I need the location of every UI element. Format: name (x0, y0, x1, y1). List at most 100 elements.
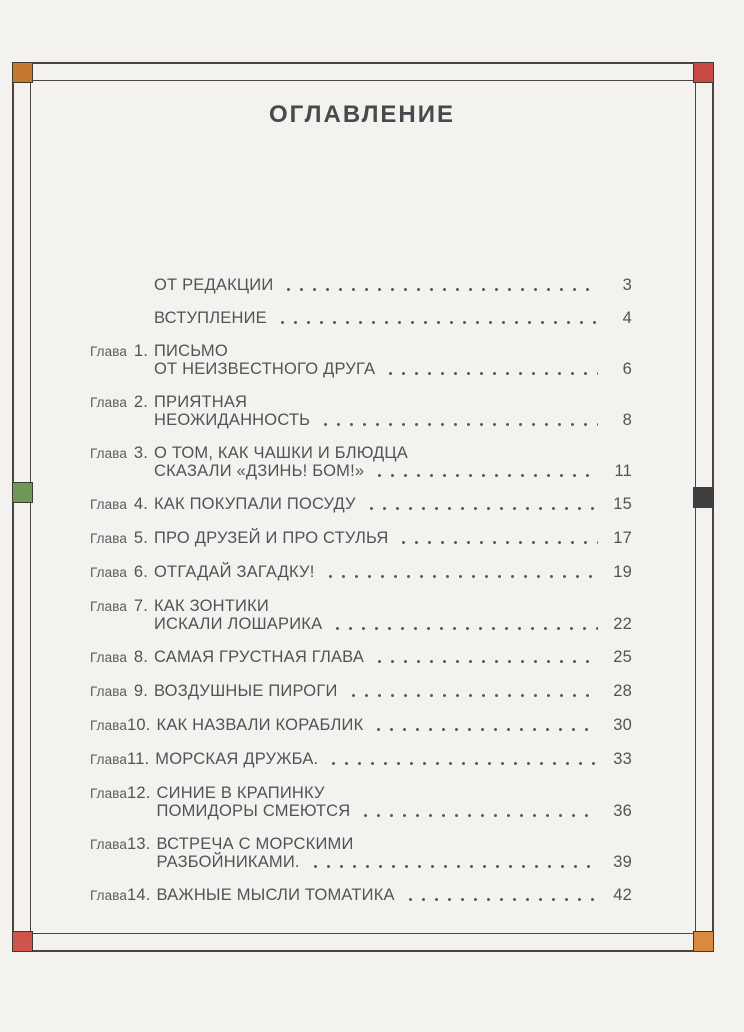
chapter-label-column: Глава 7. (90, 597, 154, 616)
page-number: 15 (613, 495, 632, 513)
chapter-label-column: Глава 13. (90, 835, 157, 854)
chapter-title-column: ПРИЯТНАЯ НЕОЖИДАННОСТЬ 8 (154, 393, 632, 429)
toc-entry: Глава 1. ПИСЬМО ОТ НЕИЗВЕСТНОГО ДРУГА 6 (90, 342, 632, 378)
page-number: 33 (613, 750, 632, 768)
outer-frame (12, 62, 714, 952)
chapter-title-column: О ТОМ, КАК ЧАШКИ И БЛЮДЦА СКАЗАЛИ «ДЗИНЬ… (154, 444, 632, 480)
toc-entry: Глава 14. ВАЖНЫЕ МЫСЛИ ТОМАТИКА 42 (90, 886, 632, 905)
chapter-title-line: СКАЗАЛИ «ДЗИНЬ! БОМ!» (154, 462, 365, 480)
toc-entry: Глава 10. КАК НАЗВАЛИ КОРАБЛИК 30 (90, 716, 632, 735)
toc-entry: Глава 13. ВСТРЕЧА С МОРСКИМИ РАЗБОЙНИКАМ… (90, 835, 632, 871)
chapter-label-column: Глава 1. (90, 342, 154, 361)
corner-square-middle-right (693, 487, 714, 508)
chapter-label-column: Глава 14. (90, 886, 157, 905)
chapter-number: 1. (133, 342, 148, 360)
dot-leader (346, 694, 598, 697)
toc-entry: Глава 7. КАК ЗОНТИКИ ИСКАЛИ ЛОШАРИКА 22 (90, 597, 632, 633)
page-number: 11 (614, 462, 632, 480)
page-number: 39 (613, 853, 632, 871)
chapter-label-column: Глава 10. (90, 716, 157, 735)
chapter-number: 7. (133, 597, 148, 615)
chapter-word: Глава (90, 344, 127, 359)
page-number: 42 (613, 886, 632, 904)
chapter-title-column: ВОЗДУШНЫЕ ПИРОГИ 28 (154, 682, 632, 700)
toc-entry: ВСТУПЛЕНИЕ 4 (90, 309, 632, 327)
chapter-title-line: О ТОМ, КАК ЧАШКИ И БЛЮДЦА (154, 444, 408, 462)
chapter-label-column: Глава 5. (90, 529, 154, 548)
chapter-title-line: ПИСЬМО (154, 342, 228, 360)
page-number: 17 (613, 529, 632, 547)
chapter-title-line: ВАЖНЫЕ МЫСЛИ ТОМАТИКА (156, 886, 395, 904)
chapter-label-column: Глава 8. (90, 648, 154, 667)
chapter-word: Глава (90, 684, 127, 699)
dot-leader (331, 627, 598, 630)
page-number: 4 (622, 309, 632, 327)
chapter-word: Глава (90, 395, 127, 410)
chapter-title-line: ПРО ДРУЗЕЙ И ПРО СТУЛЬЯ (154, 529, 389, 547)
chapter-number: 13. (126, 835, 151, 853)
chapter-title-line: ОТ НЕИЗВЕСТНОГО ДРУГА (154, 360, 376, 378)
chapter-title-column: ОТ РЕДАКЦИИ 3 (154, 276, 632, 294)
chapter-title-column: КАК НАЗВАЛИ КОРАБЛИК 30 (157, 716, 632, 734)
chapter-title-line: КАК НАЗВАЛИ КОРАБЛИК (156, 716, 364, 734)
chapter-label-column: Глава 9. (90, 682, 154, 701)
toc-entry: ОТ РЕДАКЦИИ 3 (90, 276, 632, 294)
dot-leader (373, 474, 598, 477)
dot-leader (275, 321, 598, 324)
dot-leader (403, 898, 598, 901)
chapter-title-line: ВОЗДУШНЫЕ ПИРОГИ (154, 682, 338, 700)
page-number: 25 (613, 648, 632, 666)
chapter-title-column: МОРСКАЯ ДРУЖБА. 33 (155, 750, 632, 768)
corner-square-top-left (12, 62, 33, 83)
toc-entry: Глава 2. ПРИЯТНАЯ НЕОЖИДАННОСТЬ 8 (90, 393, 632, 429)
chapter-title-line: СИНИЕ В КРАПИНКУ (156, 784, 325, 802)
page-number: 19 (613, 563, 632, 581)
chapter-label-column: Глава 6. (90, 563, 154, 582)
chapter-label-column: Глава 12. (90, 784, 157, 803)
chapter-word: Глава (90, 531, 127, 546)
corner-square-middle-left (12, 482, 33, 503)
toc-entry: Глава 6. ОТГАДАЙ ЗАГАДКУ! 19 (90, 563, 632, 582)
chapter-word: Глава (90, 888, 127, 903)
toc-entry: Глава 11. МОРСКАЯ ДРУЖБА. 33 (90, 750, 632, 769)
chapter-title-column: СИНИЕ В КРАПИНКУ ПОМИДОРЫ СМЕЮТСЯ 36 (157, 784, 632, 820)
page-number: 36 (613, 802, 632, 820)
dot-leader (359, 814, 598, 817)
chapter-title-line: САМАЯ ГРУСТНАЯ ГЛАВА (154, 648, 365, 666)
dot-leader (327, 762, 598, 765)
chapter-word: Глава (90, 786, 127, 801)
chapter-title-column: ВСТРЕЧА С МОРСКИМИ РАЗБОЙНИКАМИ. 39 (157, 835, 632, 871)
chapter-title-line: НЕОЖИДАННОСТЬ (154, 411, 311, 429)
chapter-title-line: ВСТРЕЧА С МОРСКИМИ (156, 835, 354, 853)
chapter-number: 11. (126, 750, 150, 768)
chapter-title-column: КАК ПОКУПАЛИ ПОСУДУ 15 (154, 495, 632, 513)
dot-leader (397, 541, 598, 544)
chapter-number: 10. (126, 716, 151, 734)
chapter-title-line: ОТ РЕДАКЦИИ (154, 276, 274, 294)
chapter-word: Глава (90, 718, 127, 733)
chapter-label-column: Глава 2. (90, 393, 154, 412)
chapter-number: 4. (133, 495, 148, 513)
page-number: 28 (613, 682, 632, 700)
chapter-word: Глава (90, 650, 127, 665)
chapter-title-column: ВАЖНЫЕ МЫСЛИ ТОМАТИКА 42 (157, 886, 632, 904)
page-number: 6 (622, 360, 632, 378)
toc-list: ОТ РЕДАКЦИИ 3 ВСТУПЛЕНИЕ 4 Глава 1. ПИСЬ… (90, 276, 632, 920)
dot-leader (282, 288, 598, 291)
dot-leader (373, 660, 598, 663)
chapter-label-column: Глава 4. (90, 495, 154, 514)
chapter-number: 5. (133, 529, 148, 547)
chapter-number: 8. (133, 648, 148, 666)
chapter-title-column: САМАЯ ГРУСТНАЯ ГЛАВА 25 (154, 648, 632, 666)
toc-entry: Глава 5. ПРО ДРУЗЕЙ И ПРО СТУЛЬЯ 17 (90, 529, 632, 548)
chapter-number: 12. (126, 784, 151, 802)
chapter-number: 9. (133, 682, 148, 700)
dot-leader (323, 575, 598, 578)
chapter-word: Глава (90, 497, 127, 512)
chapter-number: 14. (126, 886, 151, 904)
chapter-word: Глава (90, 599, 127, 614)
toc-entry: Глава 12. СИНИЕ В КРАПИНКУ ПОМИДОРЫ СМЕЮ… (90, 784, 632, 820)
chapter-title-line: ОТГАДАЙ ЗАГАДКУ! (154, 563, 315, 581)
chapter-word: Глава (90, 752, 127, 767)
